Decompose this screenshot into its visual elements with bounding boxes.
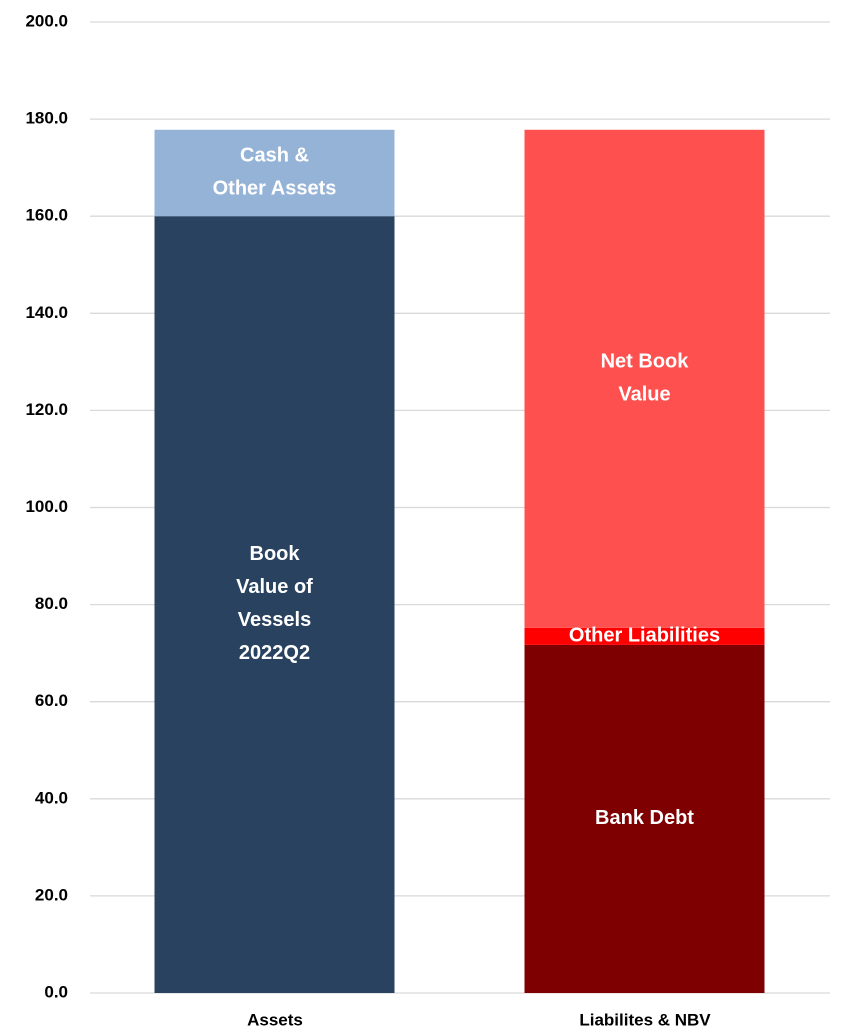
y-tick-label: 140.0	[25, 303, 68, 322]
bar-segment	[154, 129, 395, 217]
segment-label-line: Value of	[236, 576, 313, 598]
segment-label: Book Value of Vessels 2022Q2	[236, 543, 313, 664]
y-tick-label: 40.0	[35, 788, 68, 807]
segment-label-line: Other Liabilities	[569, 625, 720, 647]
segment-label-line: Vessels	[238, 609, 311, 631]
bar-segment	[524, 644, 765, 993]
y-tick-label: 0.0	[44, 982, 68, 1001]
segment-label-line: Book	[250, 543, 301, 565]
y-tick-label: 200.0	[25, 11, 68, 30]
segment-label-line: Other Assets	[213, 178, 337, 200]
segment-label-line: 2022Q2	[239, 642, 310, 664]
x-tick-label: Assets	[247, 1010, 303, 1029]
segment-label-line: Net Book	[601, 351, 690, 373]
segment-label: Net Book Value	[601, 351, 690, 406]
bar-segment	[524, 129, 765, 628]
y-tick-label: 60.0	[35, 691, 68, 710]
y-tick-label: 180.0	[25, 109, 68, 128]
y-tick-label: 120.0	[25, 400, 68, 419]
segment-label: Other Liabilities	[569, 625, 720, 647]
segment-label: Cash & Other Assets	[213, 145, 337, 200]
segment-label-line: Bank Debt	[595, 807, 694, 829]
bar-segment	[154, 216, 395, 993]
bar-segment	[524, 627, 765, 645]
y-tick-label: 100.0	[25, 497, 68, 516]
y-tick-label: 160.0	[25, 206, 68, 225]
segment-label: Bank Debt	[595, 807, 694, 829]
segment-label-line: Cash &	[240, 145, 309, 167]
segment-label-line: Value	[618, 384, 670, 406]
x-tick-label: Liabilites & NBV	[579, 1010, 711, 1029]
y-tick-label: 20.0	[35, 885, 68, 904]
y-tick-label: 80.0	[35, 594, 68, 613]
